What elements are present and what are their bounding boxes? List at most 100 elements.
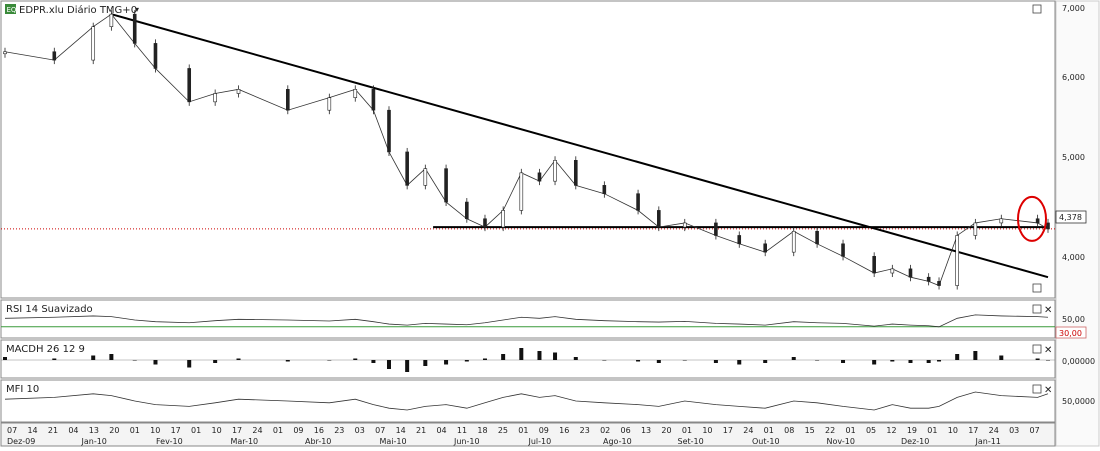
date-tick-label: 11 <box>457 426 467 435</box>
macd-histogram-bar <box>187 360 192 368</box>
date-tick-label: 24 <box>743 426 753 435</box>
candle-body <box>841 243 845 257</box>
date-tick-label: 06 <box>621 426 631 435</box>
date-tick-label: 08 <box>784 426 794 435</box>
rsi-tick-50: 50,00 <box>1062 315 1085 324</box>
price-tick-5000: 5,000 <box>1062 153 1085 162</box>
candle-body <box>327 97 332 111</box>
mfi-maximize-icon[interactable] <box>1032 384 1042 394</box>
chevron-down-icon[interactable]: ▾ <box>135 5 139 14</box>
macd-histogram-bar <box>132 360 137 361</box>
month-tick-label: Jun-10 <box>453 437 480 446</box>
candle-body <box>636 193 640 211</box>
mfi-label[interactable]: MFI 10 <box>6 384 39 395</box>
macd-histogram-bar <box>791 357 796 360</box>
candle-body <box>286 89 290 111</box>
macd-histogram-bar <box>236 358 241 360</box>
month-tick-label: Out-10 <box>752 437 780 446</box>
candle-body <box>815 230 819 245</box>
macd-histogram-bar <box>327 360 332 361</box>
macd-histogram-bar <box>999 355 1004 360</box>
price-tick-4000: 4,000 <box>1062 253 1085 262</box>
macd-histogram-bar <box>537 351 542 360</box>
date-tick-label: 23 <box>580 426 590 435</box>
rsi-label[interactable]: RSI 14 Suavizado <box>6 304 93 315</box>
last-price-label: 4,378 <box>1059 213 1082 222</box>
month-tick-label: Nov-10 <box>827 437 855 446</box>
maximize-icon[interactable] <box>1032 4 1042 14</box>
price-tick-6000: 6,000 <box>1062 73 1085 82</box>
macd-histogram-bar <box>656 360 661 363</box>
eq-icon-label: EQ <box>7 6 17 14</box>
macd-histogram-bar <box>501 354 506 360</box>
candle-body <box>187 68 192 103</box>
candle-body <box>405 151 409 186</box>
candle-body <box>3 51 7 55</box>
macd-histogram-bar <box>872 360 877 365</box>
month-tick-label: Ago-10 <box>603 437 632 446</box>
macd-histogram-bar <box>213 360 218 363</box>
candle-body <box>682 222 687 228</box>
month-tick-label: Jan-11 <box>975 437 1001 446</box>
date-tick-label: 01 <box>845 426 855 435</box>
date-tick-label: 18 <box>477 426 487 435</box>
mfi-close-icon[interactable]: ✕ <box>1044 385 1052 396</box>
date-tick-label: 25 <box>498 426 508 435</box>
date-tick-label: 05 <box>866 426 876 435</box>
macd-histogram-bar <box>52 358 57 360</box>
candle-body <box>955 235 959 286</box>
date-tick-label: 02 <box>600 426 610 435</box>
date-tick-label: 24 <box>989 426 999 435</box>
macd-histogram-bar <box>926 360 931 363</box>
macd-maximize-icon[interactable] <box>1032 344 1042 354</box>
symbol-label[interactable]: EDPR.xlu Diário TMG+0 <box>19 4 137 16</box>
date-tick-label: 13 <box>641 426 651 435</box>
month-tick-label: Abr-10 <box>305 437 331 446</box>
candle-body <box>999 218 1004 224</box>
candle-body <box>387 109 391 153</box>
macd-histogram-bar <box>763 360 768 363</box>
date-tick-label: 22 <box>825 426 835 435</box>
date-tick-label: 23 <box>334 426 344 435</box>
candle-body <box>791 230 796 253</box>
month-tick-label: Dez-09 <box>7 437 35 446</box>
macd-histogram-bar <box>371 360 376 363</box>
month-tick-label: Jan-10 <box>81 437 107 446</box>
candle-body <box>52 51 57 61</box>
date-tick-label: 20 <box>109 426 119 435</box>
candle-body <box>132 13 137 44</box>
macd-histogram-bar <box>713 360 718 363</box>
candle-body <box>573 160 578 186</box>
date-tick-label: 04 <box>436 426 446 435</box>
macd-label[interactable]: MACDH 26 12 9 <box>6 344 85 355</box>
date-tick-label: 07 <box>7 426 17 435</box>
rsi-pane <box>0 299 1056 339</box>
rsi-maximize-icon[interactable] <box>1032 304 1042 314</box>
macd-histogram-bar <box>423 360 428 366</box>
rsi-close-icon[interactable]: ✕ <box>1044 305 1052 316</box>
macd-histogram-bar <box>353 358 358 360</box>
macd-histogram-bar <box>937 360 942 362</box>
candle-body <box>937 281 941 286</box>
rsi-series-line <box>4 314 1049 328</box>
pane-maximize-icon[interactable] <box>1032 283 1042 293</box>
date-tick-label: 01 <box>682 426 692 435</box>
x-axis-labels: 07 14 21 04 13 20 01 10 17 01 10 17 24 01 09 16 23 03 07 14… <box>7 426 1040 446</box>
macd-close-icon[interactable]: ✕ <box>1044 345 1052 356</box>
date-tick-label: 03 <box>1009 426 1019 435</box>
eq-icon <box>5 4 16 14</box>
macd-histogram-bar <box>573 357 578 360</box>
candle-body <box>444 168 448 203</box>
price-axis-strip <box>1055 0 1100 447</box>
month-tick-label: Set-10 <box>678 437 704 446</box>
mfi-pane <box>0 379 1056 423</box>
macd-tick-0: 0,00000 <box>1062 357 1095 366</box>
macd-histogram-bar <box>815 360 820 361</box>
date-tick-label: 10 <box>150 426 160 435</box>
date-tick-label: 24 <box>252 426 262 435</box>
date-tick-label: 21 <box>48 426 58 435</box>
date-tick-label: 17 <box>968 426 978 435</box>
candle-body <box>1046 222 1050 230</box>
date-tick-label: 17 <box>723 426 733 435</box>
price-tick-7000: 7,000 <box>1062 4 1085 13</box>
